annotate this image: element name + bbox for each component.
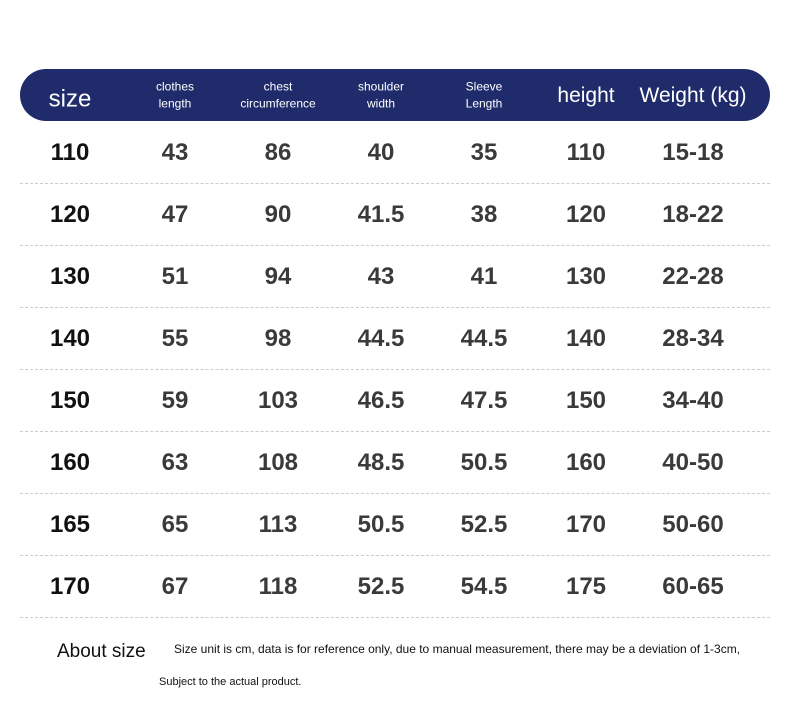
table-cell: 94 <box>264 263 292 290</box>
table-cell: 48.5 <box>357 449 405 476</box>
table-cell: 40-50 <box>662 449 724 476</box>
table-cell: 44.5 <box>357 325 405 352</box>
table-cell: 40 <box>367 139 395 166</box>
table-cell: 170 <box>49 573 91 600</box>
header-text: circumference <box>240 97 316 111</box>
table-cell: 51 <box>161 263 189 290</box>
table-cell: 165 <box>49 511 91 538</box>
table-cell: 130 <box>49 263 91 290</box>
header-cell: size <box>49 83 92 118</box>
header-bar <box>20 69 770 121</box>
row-separator <box>20 183 770 184</box>
table-cell: 43 <box>367 263 395 290</box>
table-cell: 103 <box>257 387 299 414</box>
table-cell: 86 <box>264 139 292 166</box>
header-cell: chest circumference <box>240 79 315 114</box>
note-title: About size <box>57 641 146 662</box>
table-cell: 47 <box>161 201 189 228</box>
table-cell: 41.5 <box>357 201 405 228</box>
table-cell: 160 <box>49 449 91 476</box>
table-cell: 110 <box>566 139 606 166</box>
row-separator <box>20 307 770 308</box>
table-cell: 140 <box>49 325 91 352</box>
table-cell: 38 <box>470 201 498 228</box>
table-cell: 120 <box>565 201 607 228</box>
table-cell: 65 <box>161 511 189 538</box>
table-cell: 52.5 <box>357 573 405 600</box>
table-cell: 113 <box>258 511 298 538</box>
header-cell: clothes length <box>156 79 194 114</box>
table-cell: 59 <box>161 387 189 414</box>
table-cell: 44.5 <box>460 325 508 352</box>
table-cell: 170 <box>565 511 607 538</box>
table-cell: 60-65 <box>662 573 724 600</box>
header-text: clothes <box>155 79 195 94</box>
header-cell: shoulder width <box>358 79 404 114</box>
note-text: Size unit is cm, data is for reference o… <box>174 642 741 656</box>
header-text: chest <box>263 79 293 94</box>
table-cell: 98 <box>264 325 292 352</box>
table-cell: 50.5 <box>357 511 405 538</box>
table-cell: 150 <box>565 387 607 414</box>
table-cell: 120 <box>49 201 91 228</box>
table-cell: 118 <box>258 573 298 600</box>
table-cell: 43 <box>161 139 189 166</box>
header-text: Sleeve <box>465 79 503 94</box>
table-cell: 50-60 <box>662 511 724 538</box>
row-separator <box>20 493 770 494</box>
header-cell: height <box>557 81 614 111</box>
table-cell: 55 <box>161 325 189 352</box>
header-text: width <box>366 97 395 111</box>
table-cell: 22-28 <box>662 263 724 290</box>
row-separator <box>20 431 770 432</box>
header-cell: Sleeve Length <box>466 79 503 114</box>
row-separator <box>20 369 770 370</box>
header-text: shoulder <box>357 79 405 94</box>
table-cell: 50.5 <box>460 449 508 476</box>
header-text: size <box>48 85 92 113</box>
header-text: Length <box>465 97 503 111</box>
header-text: height <box>557 83 615 107</box>
table-cell: 140 <box>565 325 607 352</box>
table-cell: 108 <box>257 449 299 476</box>
table-cell: 54.5 <box>460 573 508 600</box>
table-cell: 28-34 <box>662 325 724 352</box>
header-text: Weight (kg) <box>639 83 747 107</box>
table-cell: 110 <box>50 139 90 166</box>
table-cell: 47.5 <box>460 387 508 414</box>
table-cell: 35 <box>470 139 498 166</box>
table-cell: 130 <box>565 263 607 290</box>
note-text: Subject to the actual product. <box>159 676 302 688</box>
table-cell: 150 <box>49 387 91 414</box>
table-cell: 90 <box>264 201 292 228</box>
table-cell: 160 <box>565 449 607 476</box>
header-text: length <box>158 97 192 111</box>
table-cell: 41 <box>470 263 498 290</box>
row-separator <box>20 245 770 246</box>
table-cell: 15-18 <box>662 139 724 166</box>
header-cell: Weight (kg) <box>640 81 747 111</box>
row-separator <box>20 555 770 556</box>
row-separator <box>20 617 770 618</box>
table-cell: 18-22 <box>662 201 724 228</box>
table-cell: 46.5 <box>357 387 405 414</box>
table-cell: 52.5 <box>460 511 508 538</box>
table-cell: 67 <box>161 573 189 600</box>
table-cell: 34-40 <box>662 387 724 414</box>
table-cell: 63 <box>161 449 189 476</box>
table-cell: 175 <box>565 573 607 600</box>
